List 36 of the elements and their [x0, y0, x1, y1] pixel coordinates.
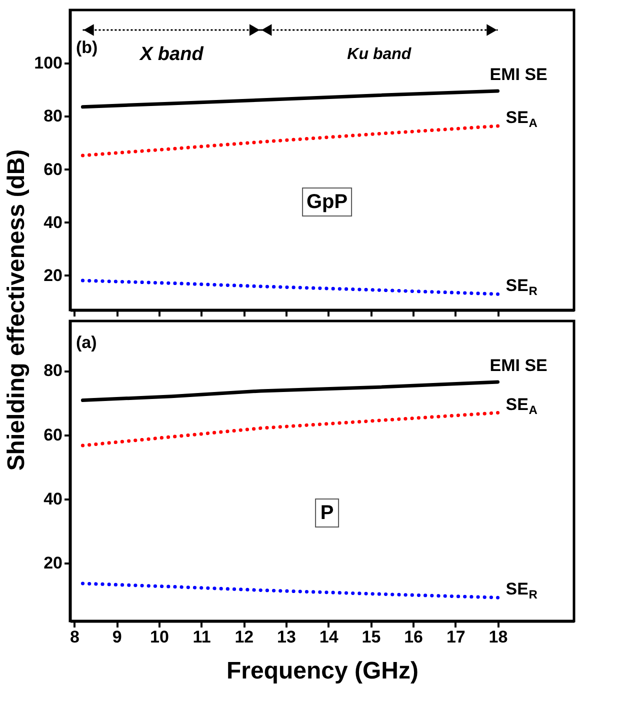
- y-tick-label: 80: [44, 361, 62, 380]
- annotation: (b): [76, 38, 98, 57]
- y-tick-label: 100: [34, 54, 62, 73]
- x-axis-title: Frequency (GHz): [226, 658, 419, 684]
- x-tick-label: 8: [70, 628, 80, 646]
- y-axis-title: Shielding effectiveness (dB): [3, 149, 30, 471]
- y-tick-label: 60: [44, 160, 62, 179]
- line-series: [80, 411, 500, 448]
- x-tick-label: 17: [446, 628, 466, 646]
- line-series: [80, 278, 500, 296]
- y-tick-label: 40: [44, 212, 62, 232]
- x-tick-label: 11: [192, 628, 211, 646]
- y-tick-label: 20: [44, 266, 62, 285]
- line-series: [80, 124, 500, 158]
- x-tick-label: 14: [319, 628, 339, 646]
- x-tick-label: 9: [112, 628, 122, 646]
- annotation: X band: [138, 44, 204, 65]
- series-label: EMI SE: [490, 64, 548, 84]
- line-series: [80, 89, 500, 109]
- annotation: GpP: [306, 191, 348, 213]
- line-series: [80, 582, 500, 600]
- y-tick-label: 80: [44, 106, 62, 126]
- series-label: EMI SE: [490, 356, 548, 375]
- annotation: (a): [76, 333, 97, 352]
- x-tick-label: 18: [488, 628, 508, 646]
- x-tick-label: 13: [277, 628, 296, 646]
- x-tick-label: 10: [150, 628, 169, 646]
- line-series: [80, 380, 500, 402]
- x-tick-label: 15: [362, 628, 381, 646]
- y-tick-label: 60: [44, 425, 62, 444]
- x-tick-label: 12: [234, 628, 254, 646]
- y-tick-label: 40: [44, 490, 62, 509]
- annotation: Ku band: [347, 46, 412, 63]
- annotation: P: [320, 502, 334, 524]
- x-tick-label: 16: [404, 628, 424, 646]
- y-tick-label: 20: [44, 554, 62, 573]
